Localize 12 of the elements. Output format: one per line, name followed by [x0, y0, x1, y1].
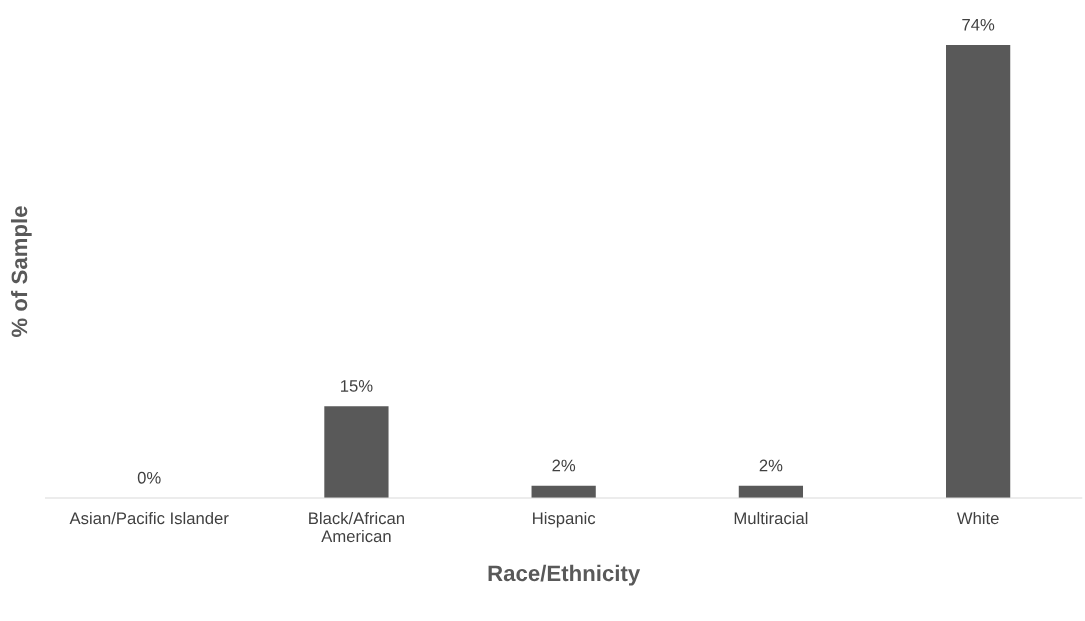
data-label: 2%	[759, 459, 783, 472]
y-axis-title: % of Sample	[10, 206, 32, 338]
data-label: 74%	[962, 18, 995, 31]
x-tick-label: Multiracial	[734, 511, 808, 525]
x-tick-label: Hispanic	[533, 511, 596, 528]
data-label: 2%	[552, 459, 576, 472]
x-axis-title: Race/Ethnicity	[488, 564, 641, 586]
x-tick-label: White	[956, 511, 999, 525]
x-tick-label: Asian/Pacific Islander	[69, 511, 229, 525]
data-label: 0%	[137, 471, 161, 484]
x-tick-label: Black/African American	[309, 511, 404, 543]
data-label: 15%	[341, 380, 373, 392]
